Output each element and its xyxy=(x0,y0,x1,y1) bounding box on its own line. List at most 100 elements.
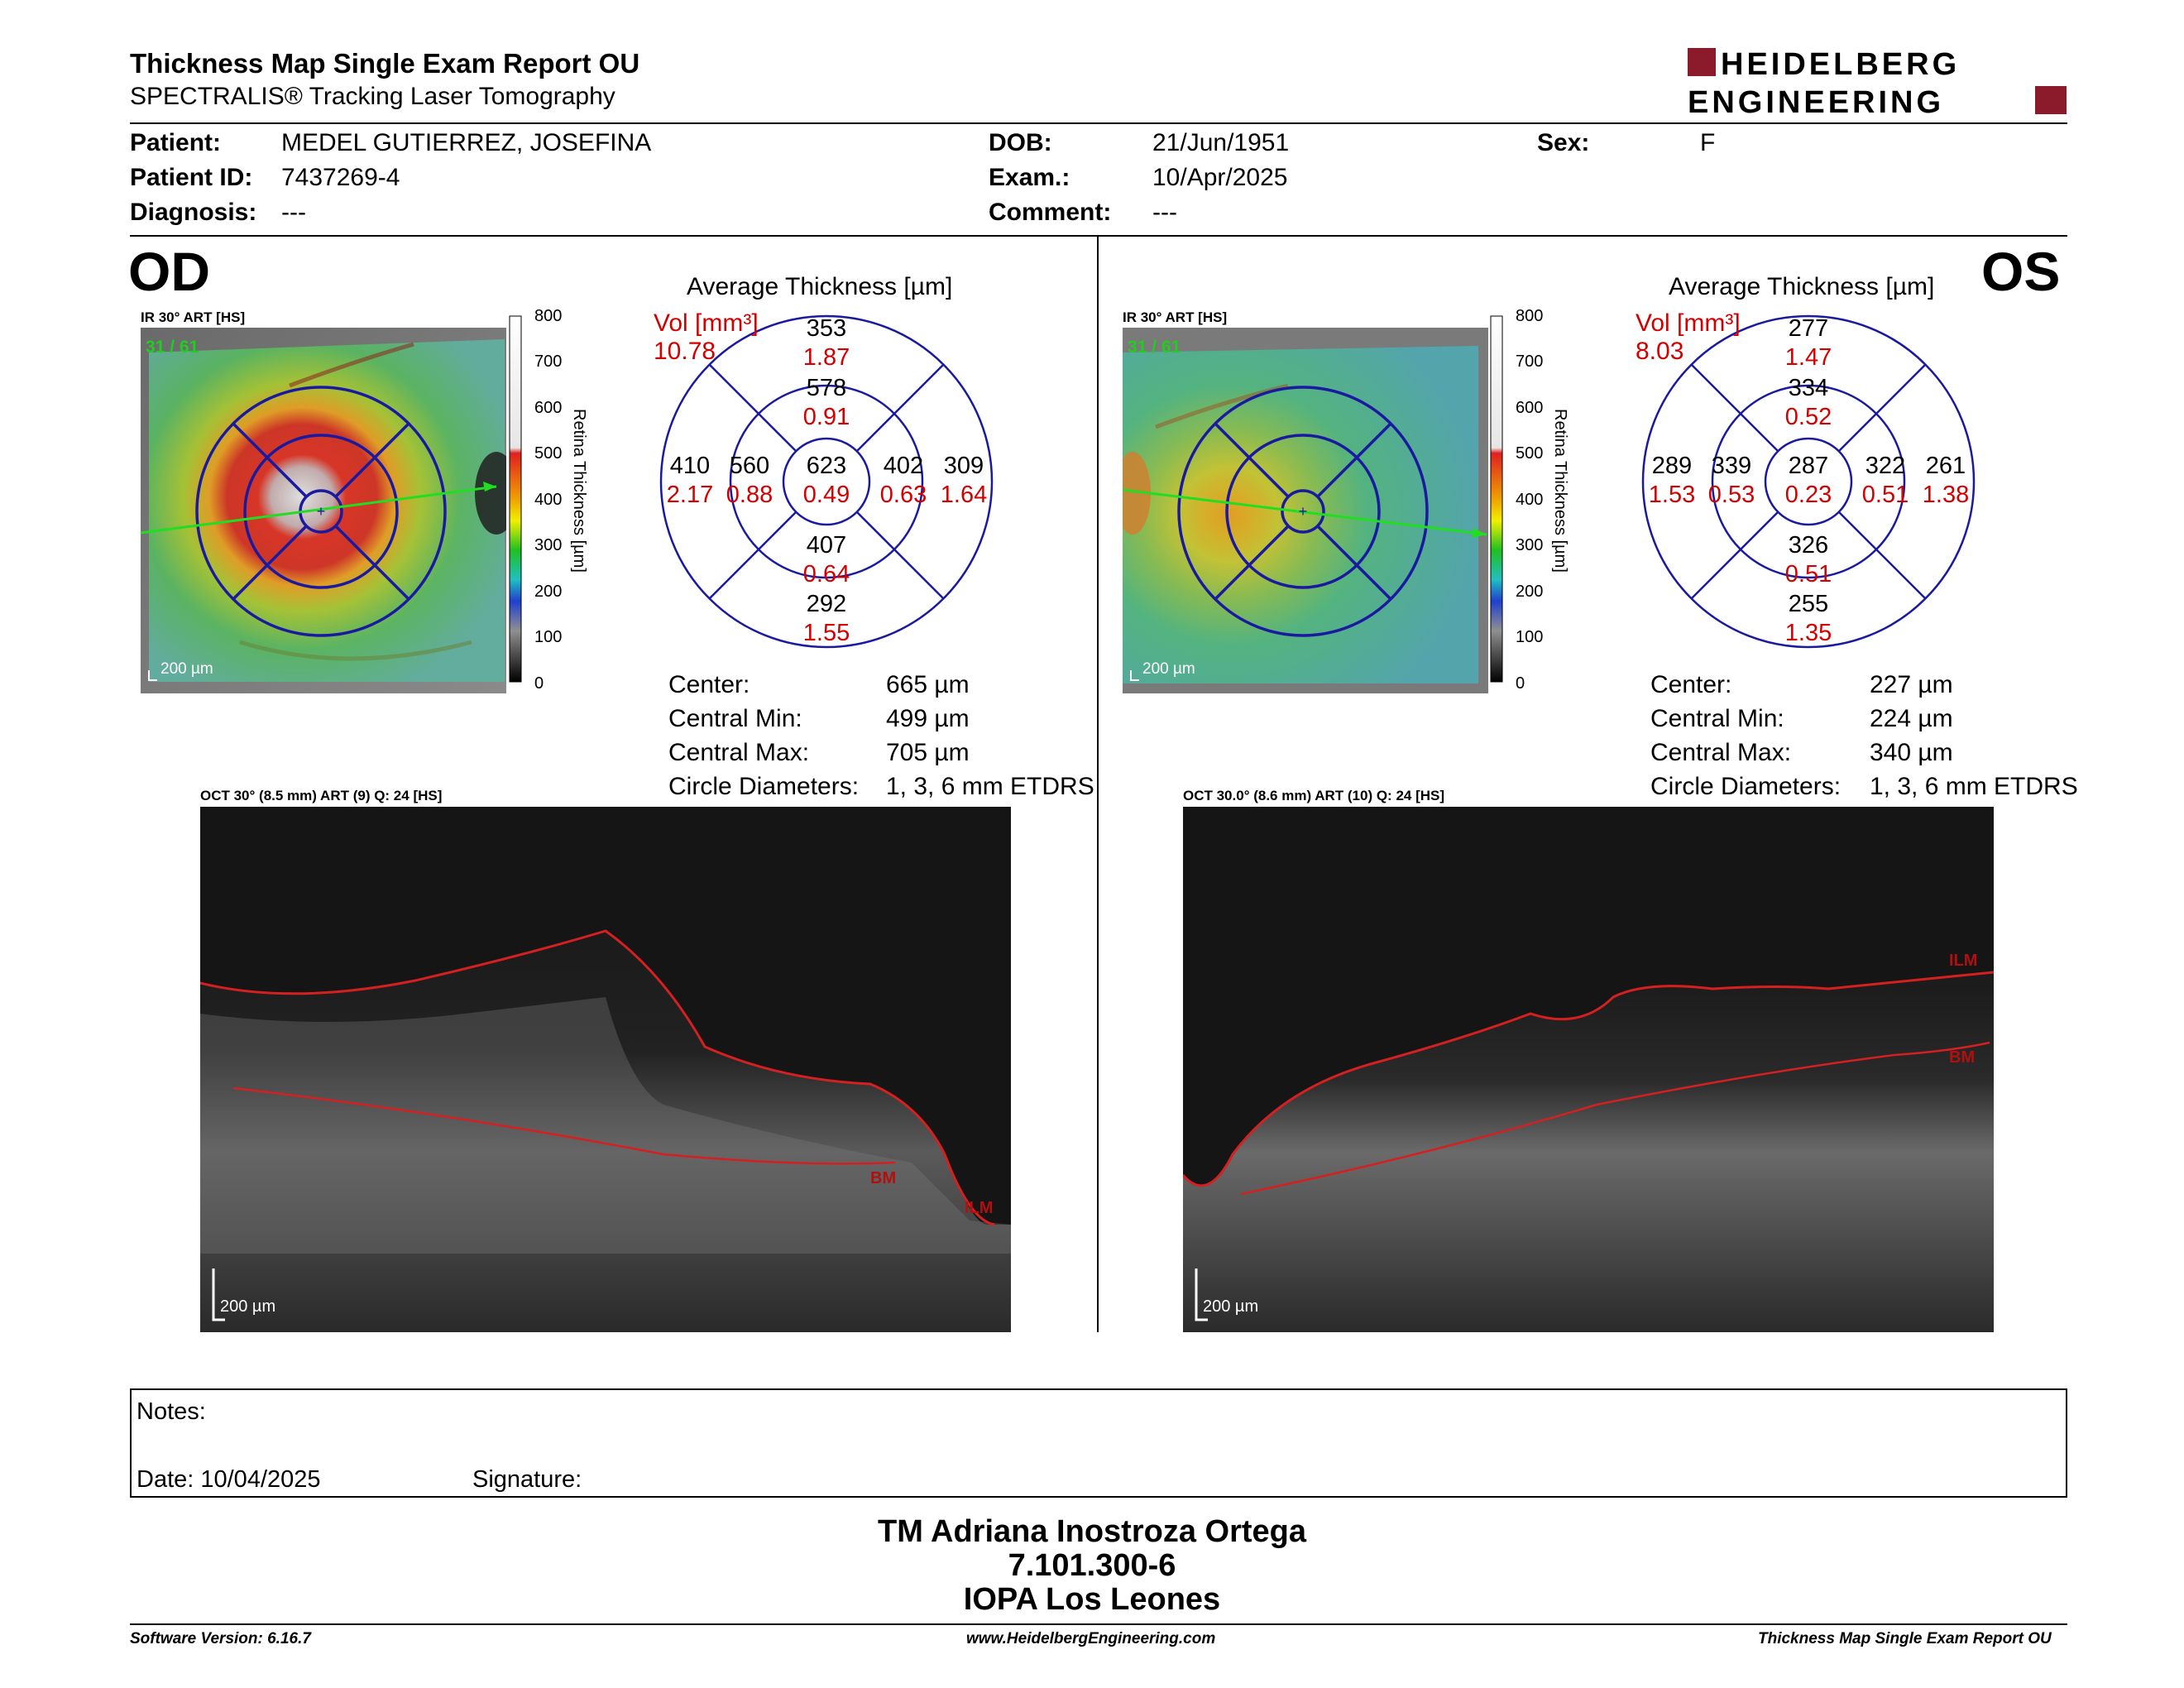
od-etdrs-grid: 353 1.87 578 0.91 623 0.49 560 0.88 402 … xyxy=(659,314,994,649)
comment-value: --- xyxy=(1152,199,1177,226)
svg-text:0.52: 0.52 xyxy=(1785,404,1832,430)
svg-text:255: 255 xyxy=(1789,591,1828,617)
footer-url[interactable]: www.HeidelbergEngineering.com xyxy=(966,1630,1216,1647)
od-color-scale: 800 700 600 500 400 300 200 100 0 Retina… xyxy=(509,309,588,693)
os-etdrs-grid: 277 1.47 334 0.52 287 0.23 339 0.53 322 … xyxy=(1641,314,1976,649)
svg-text:322: 322 xyxy=(1866,453,1905,479)
svg-text:500: 500 xyxy=(534,444,562,463)
footer-report-name: Thickness Map Single Exam Report OU xyxy=(1758,1630,2052,1647)
svg-text:600: 600 xyxy=(534,399,562,417)
od-center-value: 665 µm xyxy=(886,671,970,698)
os-oct-caption: OCT 30.0° (8.6 mm) ART (10) Q: 24 [HS] xyxy=(1183,788,1445,803)
os-min-value: 224 µm xyxy=(1870,705,1953,732)
signer-place: IOPA Los Leones xyxy=(963,1582,1221,1617)
svg-text:600: 600 xyxy=(1516,399,1543,417)
os-center-value: 227 µm xyxy=(1870,671,1953,698)
svg-text:200: 200 xyxy=(534,583,562,601)
svg-text:800: 800 xyxy=(1516,309,1543,325)
os-avg-title: Average Thickness [µm] xyxy=(1669,273,1935,300)
od-diam-value: 1, 3, 6 mm ETDRS xyxy=(886,773,1094,800)
patient-id: 7437269-4 xyxy=(281,164,400,191)
os-ir-scale: 200 µm xyxy=(1142,660,1195,678)
od-diam-label: Circle Diameters: xyxy=(668,773,860,800)
svg-text:0.23: 0.23 xyxy=(1785,482,1832,508)
svg-text:1.55: 1.55 xyxy=(803,620,850,646)
od-min-label: Central Min: xyxy=(668,705,802,732)
os-vol-total: 8.03 xyxy=(1636,338,1684,365)
os-fundus-thickness-map: + 31 / 61 200 µm xyxy=(1123,328,1488,693)
signer-id: 7.101.300-6 xyxy=(1008,1548,1176,1583)
svg-text:2.17: 2.17 xyxy=(667,482,713,508)
od-ir-caption: IR 30° ART [HS] xyxy=(141,309,246,325)
svg-text:400: 400 xyxy=(1516,491,1543,509)
sex-value: F xyxy=(1700,129,1716,156)
svg-text:Retina Thickness [µm]: Retina Thickness [µm] xyxy=(1551,409,1569,573)
os-bm-label: BM xyxy=(1949,1048,1975,1067)
svg-text:700: 700 xyxy=(534,352,562,371)
os-color-scale: 800 700 600 500 400 300 200 100 0 Retina… xyxy=(1490,309,1569,693)
od-center-label: Center: xyxy=(668,671,750,698)
svg-text:0: 0 xyxy=(534,674,544,693)
dob-label: DOB: xyxy=(989,129,1052,156)
comment-label: Comment: xyxy=(989,199,1112,226)
od-max-value: 705 µm xyxy=(886,739,970,766)
os-vol-label: Vol [mm³] xyxy=(1636,309,1741,337)
sex-label: Sex: xyxy=(1537,129,1590,156)
svg-text:1.38: 1.38 xyxy=(1923,482,1969,508)
svg-text:700: 700 xyxy=(1516,352,1543,371)
diagnosis-value: --- xyxy=(281,199,306,226)
svg-text:100: 100 xyxy=(1516,628,1543,646)
svg-text:Retina Thickness [µm]: Retina Thickness [µm] xyxy=(570,409,588,573)
od-ilm-label: ILM xyxy=(965,1199,993,1217)
os-diam-value: 1, 3, 6 mm ETDRS xyxy=(1870,773,2078,800)
svg-text:292: 292 xyxy=(807,591,846,617)
svg-text:289: 289 xyxy=(1652,453,1692,479)
notes-box: Notes: Date: 10/04/2025 Signature: xyxy=(130,1388,2067,1498)
svg-text:0.53: 0.53 xyxy=(1708,482,1755,508)
svg-text:0.51: 0.51 xyxy=(1862,482,1909,508)
svg-text:560: 560 xyxy=(730,453,769,479)
svg-text:500: 500 xyxy=(1516,444,1543,463)
od-avg-title: Average Thickness [µm] xyxy=(687,273,953,300)
od-ir-scale: 200 µm xyxy=(160,660,213,678)
svg-text:339: 339 xyxy=(1712,453,1751,479)
os-oct-bscan: ILM BM 200 µm xyxy=(1183,807,1994,1332)
os-oct-scale: 200 µm xyxy=(1203,1297,1258,1316)
svg-text:261: 261 xyxy=(1926,453,1966,479)
svg-text:402: 402 xyxy=(884,453,923,479)
svg-text:1.64: 1.64 xyxy=(941,482,987,508)
os-ilm-label: ILM xyxy=(1949,952,1977,970)
notes-signature: Signature: xyxy=(472,1466,582,1493)
svg-text:334: 334 xyxy=(1789,375,1828,401)
svg-text:287: 287 xyxy=(1789,453,1828,479)
svg-text:0.51: 0.51 xyxy=(1785,561,1832,587)
report-title: Thickness Map Single Exam Report OU xyxy=(130,48,640,79)
od-frame-count: 31 / 61 xyxy=(146,338,199,357)
od-oct-scale: 200 µm xyxy=(220,1297,275,1316)
svg-text:0.49: 0.49 xyxy=(803,482,850,508)
svg-text:326: 326 xyxy=(1789,532,1828,559)
os-center-label: Center: xyxy=(1650,671,1732,698)
od-max-label: Central Max: xyxy=(668,739,810,766)
svg-text:ENGINEERING: ENGINEERING xyxy=(1688,85,1944,117)
svg-text:1.53: 1.53 xyxy=(1649,482,1695,508)
svg-text:407: 407 xyxy=(807,532,846,559)
os-min-label: Central Min: xyxy=(1650,705,1784,732)
os-max-label: Central Max: xyxy=(1650,739,1792,766)
svg-text:400: 400 xyxy=(534,491,562,509)
svg-text:623: 623 xyxy=(807,453,846,479)
svg-text:0: 0 xyxy=(1516,674,1525,693)
patient-name: MEDEL GUTIERREZ, JOSEFINA xyxy=(281,129,652,156)
svg-text:277: 277 xyxy=(1789,315,1828,342)
os-diam-label: Circle Diameters: xyxy=(1650,773,1842,800)
svg-text:0.63: 0.63 xyxy=(880,482,927,508)
os-frame-count: 31 / 61 xyxy=(1128,338,1181,357)
svg-text:578: 578 xyxy=(807,375,846,401)
od-bm-label: BM xyxy=(870,1169,896,1187)
od-min-value: 499 µm xyxy=(886,705,970,732)
svg-text:1.87: 1.87 xyxy=(803,344,850,371)
svg-text:0.91: 0.91 xyxy=(803,404,850,430)
heidelberg-logo: HEIDELBERG ENGINEERING xyxy=(1688,47,2067,117)
svg-text:353: 353 xyxy=(807,315,846,342)
svg-text:0.64: 0.64 xyxy=(803,561,850,587)
